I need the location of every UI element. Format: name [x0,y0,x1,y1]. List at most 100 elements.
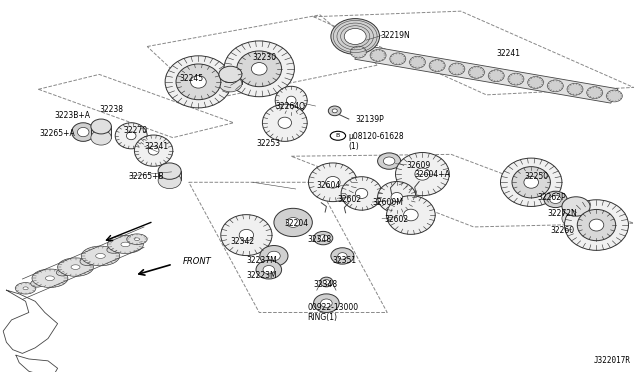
Ellipse shape [260,246,288,266]
FancyBboxPatch shape [562,206,590,218]
Text: 32241: 32241 [496,49,520,58]
Ellipse shape [331,248,354,264]
Ellipse shape [58,258,93,276]
Polygon shape [355,45,618,103]
Ellipse shape [527,77,543,89]
Text: 32237M: 32237M [246,256,277,265]
Text: 32342: 32342 [230,237,255,246]
Text: FRONT: FRONT [182,257,211,266]
Ellipse shape [328,106,341,116]
Ellipse shape [239,230,253,241]
Ellipse shape [331,19,380,54]
Text: 32250: 32250 [525,172,549,181]
FancyBboxPatch shape [91,126,111,138]
Text: 32230: 32230 [253,53,277,62]
Ellipse shape [332,109,337,113]
Text: 32604: 32604 [317,182,341,190]
Ellipse shape [500,158,562,206]
Ellipse shape [45,276,54,280]
Ellipse shape [191,76,206,88]
Text: 32265+A: 32265+A [40,129,76,138]
Text: 32348: 32348 [314,280,338,289]
Ellipse shape [410,56,426,68]
Text: 32139P: 32139P [355,115,384,124]
Ellipse shape [56,269,69,276]
Ellipse shape [391,192,403,202]
Ellipse shape [31,280,44,287]
Text: 32245: 32245 [179,74,204,83]
Ellipse shape [77,127,89,137]
Ellipse shape [588,218,605,232]
Text: 32219N: 32219N [381,31,410,40]
Ellipse shape [415,168,430,180]
Ellipse shape [237,51,282,87]
Ellipse shape [108,235,143,253]
Ellipse shape [523,176,540,189]
Text: 32253: 32253 [256,139,280,148]
Ellipse shape [219,66,242,83]
Text: 32262P: 32262P [538,193,566,202]
Ellipse shape [355,188,368,198]
Ellipse shape [71,265,80,269]
Text: 32204: 32204 [285,219,309,228]
Ellipse shape [341,177,382,210]
Ellipse shape [344,28,366,45]
Text: 32602: 32602 [384,215,408,224]
Ellipse shape [91,130,111,145]
Ellipse shape [134,135,173,166]
Ellipse shape [268,251,280,261]
Ellipse shape [263,266,275,274]
Ellipse shape [562,209,590,228]
Ellipse shape [274,208,312,237]
Ellipse shape [607,90,623,102]
Ellipse shape [96,253,105,259]
Ellipse shape [321,299,332,307]
Text: 32265+B: 32265+B [128,172,164,181]
Ellipse shape [314,294,339,312]
Text: B: B [336,133,340,138]
Ellipse shape [378,153,401,169]
Ellipse shape [15,283,36,294]
Ellipse shape [387,196,435,234]
Ellipse shape [23,287,28,290]
Ellipse shape [319,235,328,241]
Ellipse shape [107,247,120,253]
Text: 32609: 32609 [406,161,431,170]
Ellipse shape [250,61,269,77]
Ellipse shape [589,219,604,231]
Text: 32270: 32270 [124,126,148,135]
Ellipse shape [115,123,147,149]
Text: 32602: 32602 [337,195,362,203]
Text: 32600M: 32600M [372,198,403,207]
Ellipse shape [562,197,590,216]
Text: 32264Q: 32264Q [275,102,305,110]
Ellipse shape [287,96,296,105]
Ellipse shape [429,60,445,71]
Ellipse shape [323,280,330,284]
Text: 32272N: 32272N [547,209,577,218]
Ellipse shape [80,257,95,266]
Ellipse shape [320,277,333,287]
Ellipse shape [158,172,181,189]
Text: 32238: 32238 [99,105,123,114]
Ellipse shape [148,146,159,155]
Ellipse shape [351,46,367,58]
Ellipse shape [91,119,111,134]
Ellipse shape [121,242,130,247]
Ellipse shape [326,176,340,188]
Ellipse shape [127,234,147,244]
FancyBboxPatch shape [219,74,242,84]
Ellipse shape [72,123,95,141]
Text: 32260: 32260 [550,226,575,235]
Ellipse shape [221,215,272,256]
Ellipse shape [275,86,307,115]
Text: 32348: 32348 [307,235,332,244]
Ellipse shape [524,176,538,188]
Ellipse shape [256,260,282,279]
Ellipse shape [338,253,347,259]
Ellipse shape [176,64,221,100]
Ellipse shape [577,209,616,241]
Ellipse shape [567,83,583,95]
Ellipse shape [512,167,550,198]
Text: 32604+A: 32604+A [415,170,451,179]
